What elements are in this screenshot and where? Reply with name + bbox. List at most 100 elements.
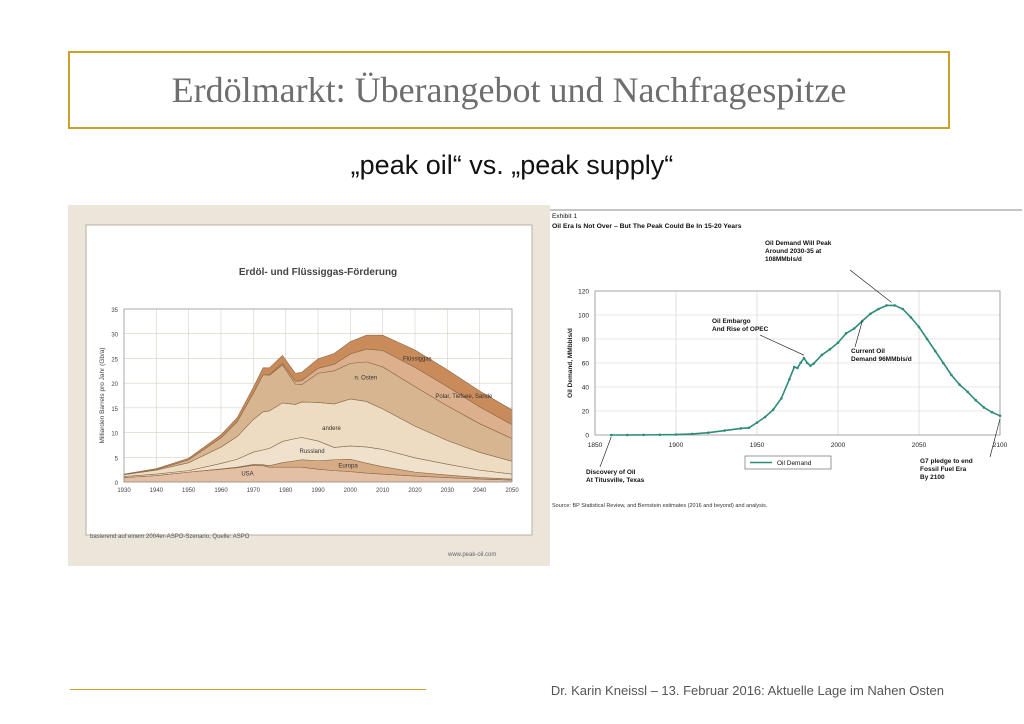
source-note: basierend auf einem 2004er-ASPO-Szenario… [90,534,250,540]
data-point [755,421,759,424]
annotation-peak: Oil Demand Will Peak Around 2030-35 at 108… [765,240,832,263]
annotation-arrow [849,269,892,303]
footer-text: Dr. Karin Kneissl – 13. Februar 2016: Ak… [550,683,944,698]
data-point [780,397,783,400]
slide-title: Erdölmarkt: Überangebot und Nachfragespi… [171,70,847,110]
data-point [982,406,986,409]
data-point [844,332,848,335]
y-tick-label: 35 [111,308,118,314]
x-tick-label: 2020 [408,488,422,494]
data-point [771,408,775,411]
annotation-arrow [599,436,612,468]
series-label: andere [322,426,341,432]
x-tick-label: 1900 [669,442,684,449]
y-axis-label: Oil Demand, MMbbls/d [567,328,574,398]
x-tick-label: 1950 [750,442,765,449]
data-point [796,366,799,370]
x-tick-label: 1950 [182,488,196,494]
x-tick-label: 2050 [912,442,927,449]
source-note: Source: BP Statistical Review, and Berns… [552,503,768,509]
annotation-embargo: Oil Embargo And Rise of OPEC [712,318,769,333]
data-point [805,361,809,365]
annotation-discovery: Discovery of Oil At Titusville, Texas [586,469,645,484]
y-tick-label: 0 [585,433,589,440]
data-point [917,325,921,329]
series-label: n. Osten [355,376,378,382]
series-label: USA [241,472,253,478]
oil-demand-line-chart: Exhibit 1 Oil Era Is Not Over – But The P… [550,209,1022,509]
data-point [809,364,812,367]
y-axis-label: Milliarden Barrels pro Jahr (Gb/a) [99,347,106,443]
annotation-arrow [989,418,1001,458]
slide-subtitle: „peak oil“ vs. „peak supply“ [350,150,674,180]
data-point [609,433,613,437]
legend-label: Oil Demand [777,460,812,467]
annotation-arrow [854,320,863,348]
data-point [747,426,751,430]
data-point [788,377,791,381]
data-point [998,414,1002,418]
y-tick-label: 15 [111,407,118,413]
plot-border [123,308,513,483]
y-tick-label: 20 [582,409,590,416]
data-point [799,361,803,364]
data-point [707,431,710,435]
x-tick-label: 1960 [214,488,228,494]
exhibit-label: Exhibit 1 [552,213,577,220]
y-tick-label: 10 [111,432,118,438]
data-point [966,390,969,394]
series-label: Europa [338,463,358,469]
data-point [763,415,767,419]
data-point [739,427,743,430]
data-point [901,307,905,311]
x-tick-label: 1980 [279,488,293,494]
data-point [869,312,872,316]
data-point [812,362,815,365]
x-tick-label: 2000 [344,488,358,494]
x-tick-label: 2010 [376,488,390,494]
x-tick-label: 2000 [831,442,846,449]
y-tick-label: 0 [115,481,119,487]
y-tick-label: 100 [578,313,589,320]
annotation-arrow [759,334,805,356]
chart-title: Erdöl- und Flüssiggas-Förderung [239,267,397,278]
oil-demand-line [611,304,1001,436]
data-point [820,353,824,357]
data-point [990,410,994,414]
footer-divider [70,689,426,690]
data-point [626,433,629,437]
x-tick-label: 1970 [247,488,261,494]
y-tick-label: 20 [111,382,118,388]
y-tick-label: 30 [111,333,118,339]
data-point [642,433,645,437]
series-label: Russland [300,449,325,455]
data-point [690,432,694,436]
data-point [792,365,796,369]
x-tick-label: 2100 [993,442,1008,449]
y-tick-label: 80 [582,337,590,344]
data-point [828,348,832,351]
data-point [674,433,678,436]
right-chart-panel: Exhibit 1 Oil Era Is Not Over – But The P… [550,205,1024,515]
data-point [885,304,888,307]
data-point [942,361,945,365]
y-tick-label: 120 [578,289,589,296]
title-box: Erdölmarkt: Überangebot und Nachfragespi… [68,51,950,129]
x-tick-label: 1850 [588,442,603,449]
data-point [877,307,880,311]
data-point [974,398,977,402]
production-area-chart: Erdöl- und Flüssiggas-Förderung051015202… [85,224,533,558]
x-tick-label: 1940 [150,488,164,494]
y-tick-label: 60 [582,361,590,368]
left-chart-panel: Erdöl- und Flüssiggas-Förderung 0 5 10 15 20 2… [68,205,550,566]
annotation-current: Current Oil Demand 96MMbls/d [851,348,912,363]
data-point [893,304,896,307]
data-point [658,433,662,437]
data-point [950,373,953,377]
x-tick-label: 1990 [311,488,325,494]
data-point [933,349,937,353]
x-tick-label: 2050 [505,488,519,494]
annotation-g7: G7 pledge to end Fossil Fuel Era By 2100 [920,458,973,481]
data-point [802,356,806,360]
y-tick-label: 25 [111,357,118,363]
